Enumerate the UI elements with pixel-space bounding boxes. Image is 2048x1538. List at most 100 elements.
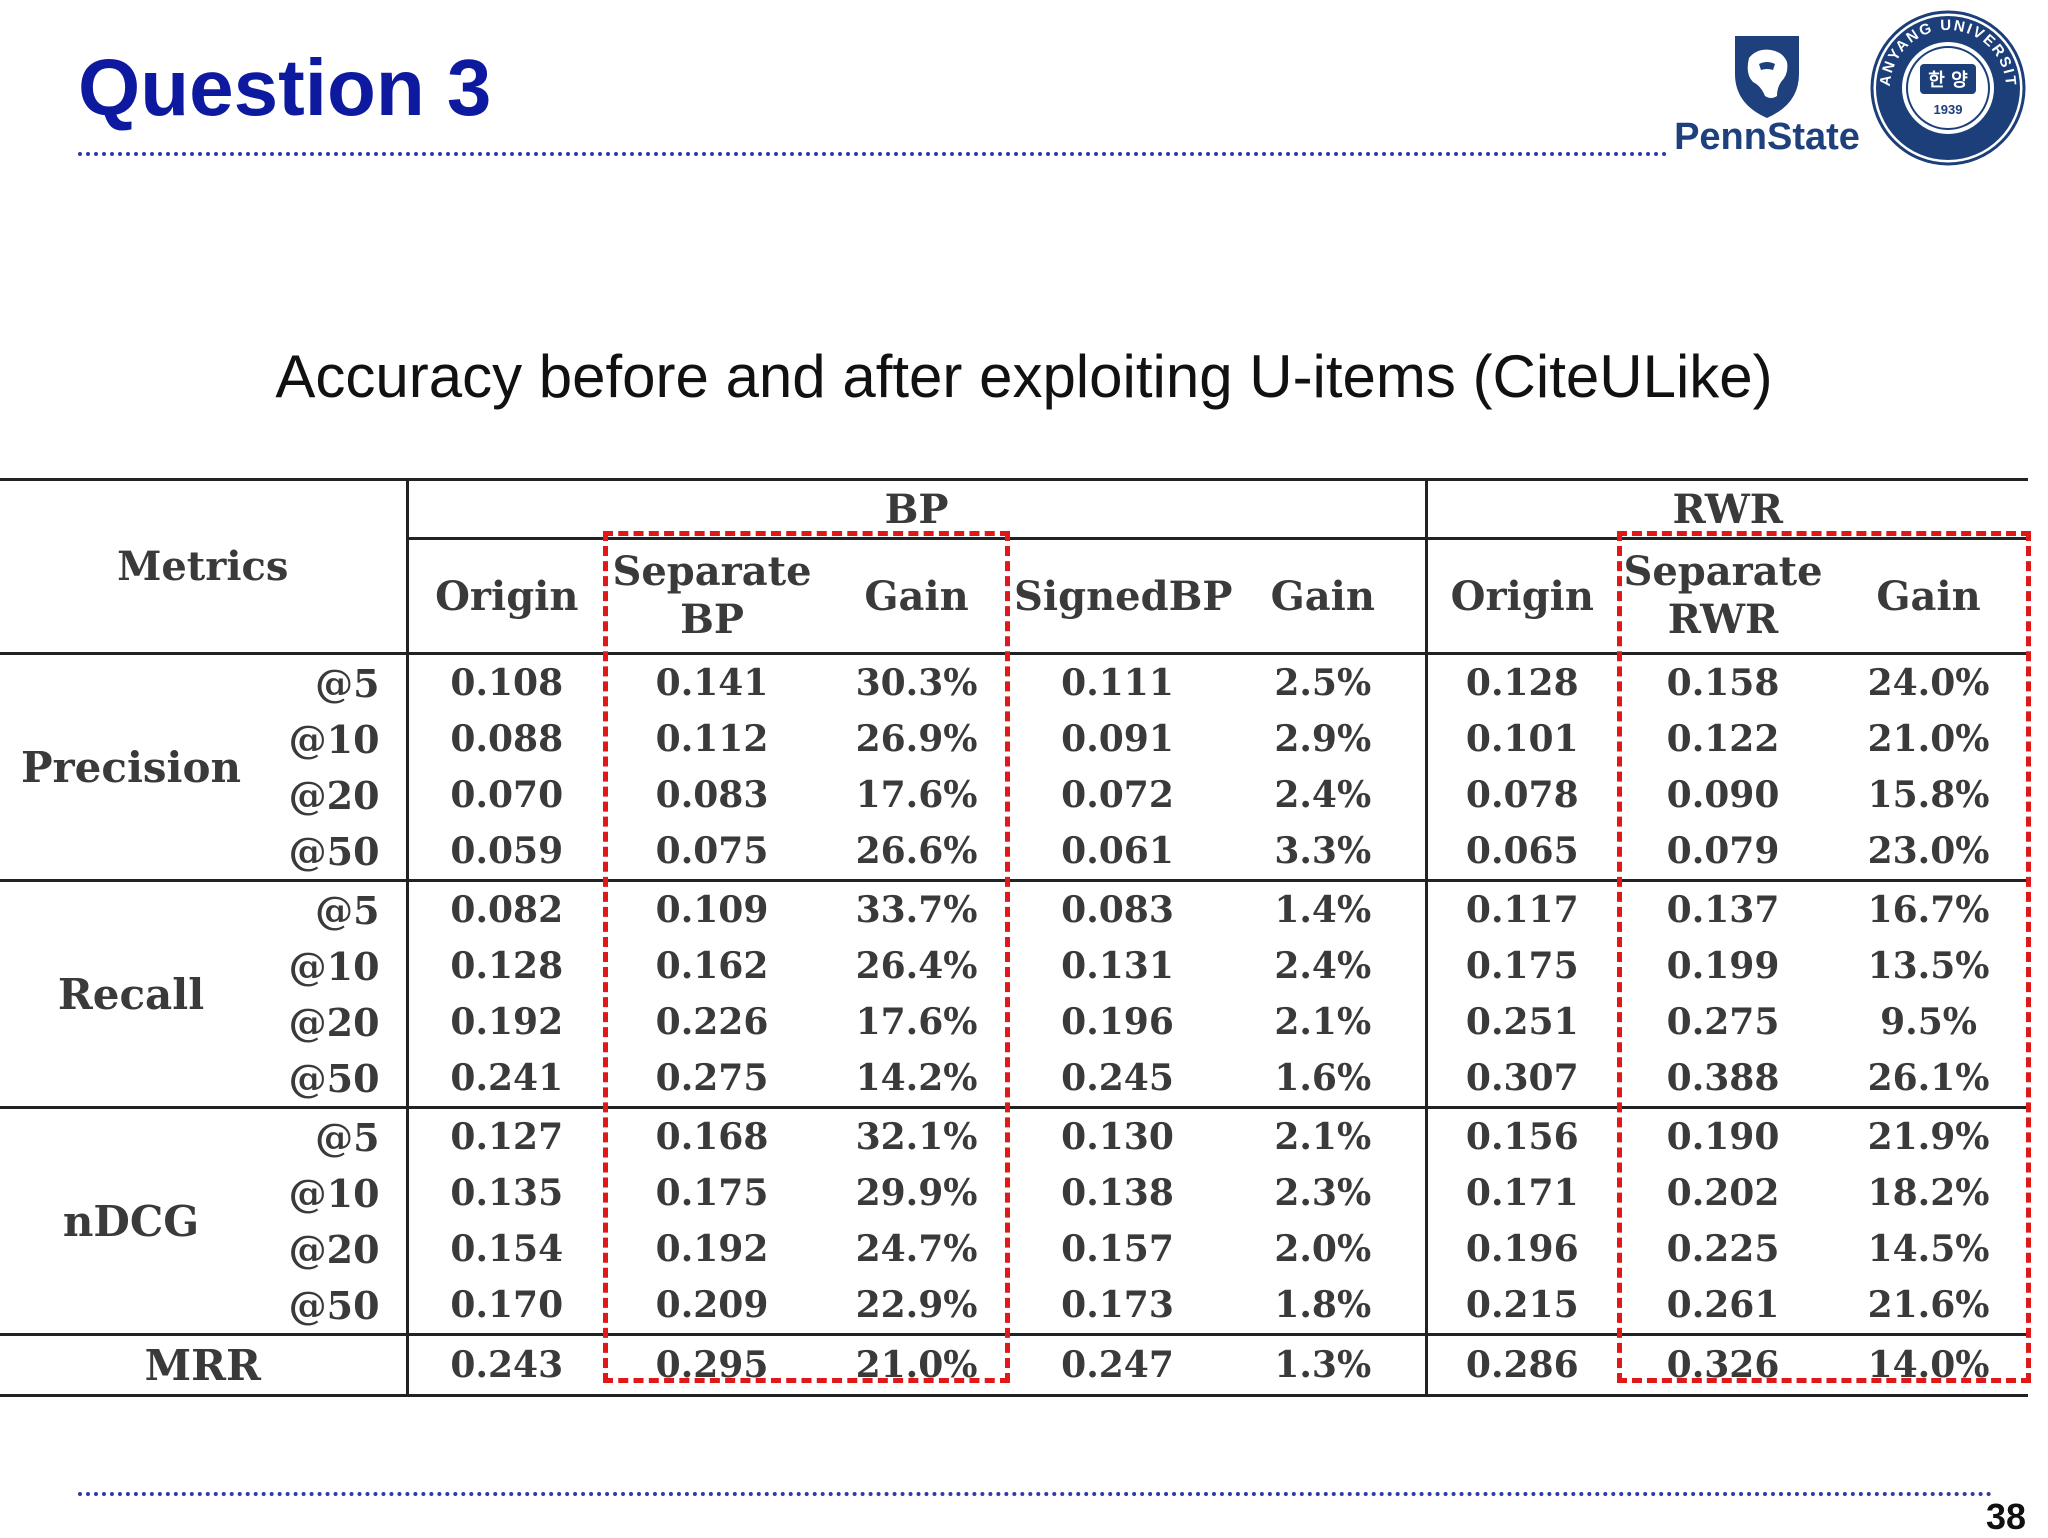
title-divider bbox=[78, 152, 1668, 156]
signedbp-gain-cell: 2.3% bbox=[1274, 1172, 1372, 1214]
separate-bp-gain-cell: 17.6% bbox=[855, 774, 978, 816]
separate-bp-gain-cell: 14.2% bbox=[855, 1057, 978, 1099]
separate-bp-cell: 0.112 bbox=[655, 718, 769, 760]
separate-rwr-gain-cell: 18.2% bbox=[1867, 1172, 1990, 1214]
rwr-origin-cell: 0.171 bbox=[1424, 1165, 1618, 1221]
separate-bp-cell: 0.209 bbox=[655, 1284, 769, 1326]
separate-label: Separate bbox=[1623, 548, 1823, 595]
rwr-origin-cell: 0.196 bbox=[1424, 1221, 1618, 1277]
cutoff-cell: @20 bbox=[288, 772, 380, 818]
separate-rwr-gain-cell: 21.6% bbox=[1867, 1284, 1990, 1326]
separate-bp-gain-header: Gain bbox=[819, 537, 1015, 654]
cutoff-cell: @5 bbox=[315, 887, 380, 933]
separate-bp-cell: 0.175 bbox=[655, 1172, 769, 1214]
cutoff-cell: @20 bbox=[288, 1226, 380, 1272]
bp-origin-header: Origin bbox=[405, 537, 606, 654]
rwr-origin-cell: 0.065 bbox=[1424, 823, 1618, 881]
separate-rwr-cell: 0.158 bbox=[1666, 662, 1780, 704]
bp-origin-cell: 0.154 bbox=[405, 1221, 606, 1277]
separate-bp-cell: 0.168 bbox=[655, 1116, 769, 1158]
rwr-origin-cell: 0.215 bbox=[1424, 1277, 1618, 1335]
separate-bp-cell: 0.275 bbox=[655, 1057, 769, 1099]
bp-origin-cell: 0.059 bbox=[405, 823, 606, 881]
separate-rwr-cell: 0.122 bbox=[1666, 718, 1780, 760]
rwr-label: RWR bbox=[1667, 596, 1779, 643]
bp-group-header: BP bbox=[405, 479, 1427, 539]
signedbp-gain-cell: 2.4% bbox=[1274, 774, 1372, 816]
signedbp-gain-cell: 1.3% bbox=[1274, 1344, 1372, 1386]
bp-label: BP bbox=[680, 596, 744, 643]
hanyang-university-seal: HANYANG UNIVERSITY 한 양 1939 bbox=[1870, 10, 2026, 166]
separate-bp-cell: 0.083 bbox=[655, 774, 769, 816]
cutoff-cell: @10 bbox=[288, 716, 380, 762]
bp-origin-cell: 0.170 bbox=[405, 1277, 606, 1335]
rwr-origin-cell: 0.078 bbox=[1424, 767, 1618, 823]
signedbp-gain-cell: 1.8% bbox=[1274, 1284, 1372, 1326]
separate-bp-cell: 0.192 bbox=[655, 1228, 769, 1270]
separate-bp-gain-cell: 22.9% bbox=[855, 1284, 978, 1326]
pennstate-logo: PennState bbox=[1672, 30, 1862, 160]
nittany-lion-shield-icon bbox=[1735, 36, 1799, 118]
results-table: Metrics BP RWR Origin Separate BP Gain S… bbox=[0, 478, 2029, 1397]
separate-rwr-cell: 0.225 bbox=[1666, 1228, 1780, 1270]
separate-bp-gain-cell: 17.6% bbox=[855, 1001, 978, 1043]
table-row: @20 0.192 0.226 17.6% 0.196 2.1% 0.251 0… bbox=[0, 994, 2028, 1050]
signedbp-gain-header: Gain bbox=[1221, 537, 1427, 654]
metric-ndcg: nDCG bbox=[62, 1196, 200, 1246]
signedbp-cell: 0.083 bbox=[1061, 889, 1174, 931]
separate-label: Separate bbox=[612, 548, 812, 595]
rwr-group-header: RWR bbox=[1424, 479, 2029, 539]
table-row: @10 0.088 0.112 26.9% 0.091 2.9% 0.101 0… bbox=[0, 711, 2028, 767]
separate-rwr-highlight-box bbox=[1617, 531, 2031, 1383]
cutoff-cell: @5 bbox=[315, 1114, 380, 1160]
signedbp-header: SignedBP bbox=[1014, 537, 1232, 654]
seal-year: 1939 bbox=[1934, 102, 1963, 117]
signedbp-cell: 0.091 bbox=[1061, 718, 1174, 760]
separate-rwr-cell: 0.090 bbox=[1666, 774, 1780, 816]
signedbp-gain-cell: 1.6% bbox=[1274, 1057, 1372, 1099]
rwr-origin-cell: 0.117 bbox=[1424, 880, 1618, 938]
signedbp-gain-cell: 2.0% bbox=[1274, 1228, 1372, 1270]
separate-rwr-cell: 0.137 bbox=[1666, 889, 1780, 931]
separate-rwr-cell: 0.261 bbox=[1666, 1284, 1780, 1326]
cutoff-cell: @50 bbox=[288, 1055, 380, 1101]
table-row: @50 0.241 0.275 14.2% 0.245 1.6% 0.307 0… bbox=[0, 1050, 2028, 1108]
separate-rwr-gain-cell: 16.7% bbox=[1867, 889, 1990, 931]
separate-rwr-gain-cell: 9.5% bbox=[1880, 1001, 1977, 1043]
separate-rwr-gain-cell: 21.0% bbox=[1867, 718, 1990, 760]
bp-origin-cell: 0.135 bbox=[405, 1165, 606, 1221]
cutoff-cell: @50 bbox=[288, 828, 380, 874]
table-row: @50 0.170 0.209 22.9% 0.173 1.8% 0.215 0… bbox=[0, 1277, 2028, 1335]
cutoff-cell: @20 bbox=[288, 999, 380, 1045]
separate-rwr-gain-cell: 23.0% bbox=[1867, 830, 1990, 872]
separate-rwr-gain-cell: 14.5% bbox=[1867, 1228, 1990, 1270]
separate-rwr-cell: 0.388 bbox=[1666, 1057, 1780, 1099]
separate-bp-cell: 0.226 bbox=[655, 1001, 769, 1043]
metric-mrr: MRR bbox=[144, 1340, 261, 1390]
separate-bp-gain-cell: 26.9% bbox=[855, 718, 978, 760]
bp-origin-cell: 0.128 bbox=[405, 938, 606, 994]
rwr-origin-cell: 0.156 bbox=[1424, 1107, 1618, 1165]
bp-origin-cell: 0.088 bbox=[405, 711, 606, 767]
separate-rwr-gain-header: Gain bbox=[1829, 537, 2029, 654]
table-row: @50 0.059 0.075 26.6% 0.061 3.3% 0.065 0… bbox=[0, 823, 2028, 881]
separate-rwr-cell: 0.079 bbox=[1666, 830, 1780, 872]
page-number: 38 bbox=[1985, 1496, 2026, 1537]
table-row: Recall @5 0.082 0.109 33.7% 0.083 1.4% 0… bbox=[0, 880, 2029, 1019]
signedbp-cell: 0.130 bbox=[1061, 1116, 1174, 1158]
separate-bp-gain-cell: 26.4% bbox=[855, 945, 978, 987]
table-row: nDCG @5 0.127 0.168 32.1% 0.130 2.1% 0.1… bbox=[0, 1107, 2029, 1246]
signedbp-gain-cell: 1.4% bbox=[1274, 889, 1372, 931]
separate-rwr-gain-cell: 13.5% bbox=[1867, 945, 1990, 987]
seal-center-text: 한 양 bbox=[1928, 70, 1968, 91]
separate-bp-cell: 0.075 bbox=[655, 830, 769, 872]
separate-bp-gain-cell: 33.7% bbox=[855, 889, 978, 931]
bp-origin-cell: 0.243 bbox=[405, 1334, 606, 1396]
rwr-origin-cell: 0.128 bbox=[1424, 653, 1618, 711]
cutoff-cell: @10 bbox=[288, 943, 380, 989]
table-row: @20 0.070 0.083 17.6% 0.072 2.4% 0.078 0… bbox=[0, 767, 2028, 823]
cutoff-cell: @5 bbox=[315, 660, 380, 706]
table-caption: Accuracy before and after exploiting U-i… bbox=[275, 343, 1773, 410]
pennstate-wordmark: PennState bbox=[1674, 116, 1860, 158]
bp-origin-cell: 0.108 bbox=[405, 653, 606, 711]
